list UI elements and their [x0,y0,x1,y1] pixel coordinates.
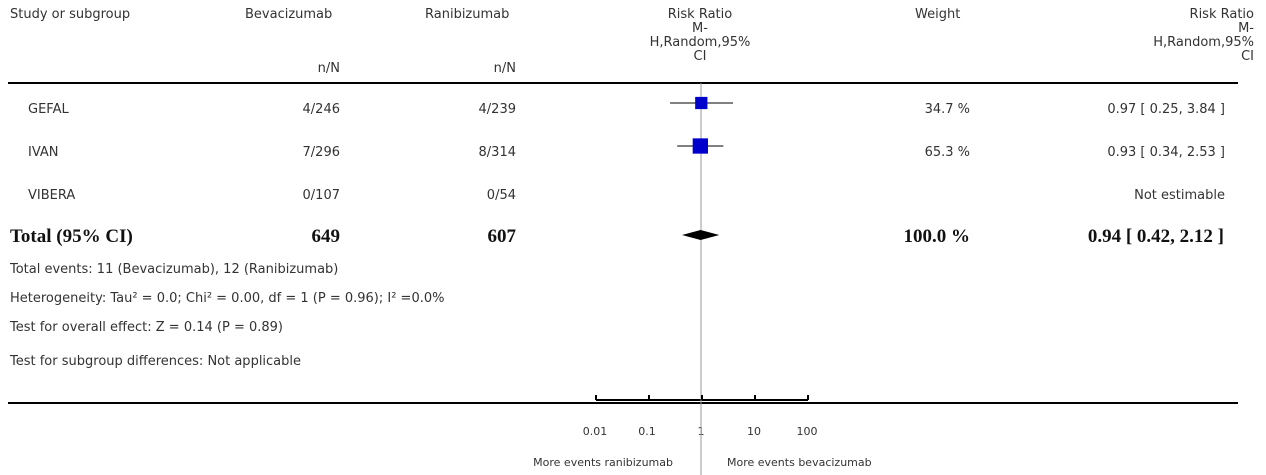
point-marker-ivan [692,138,708,154]
header-nN-bevacizumab: n/N [317,61,340,76]
footnote-overall-effect: Test for overall effect: Z = 0.14 (P = 0… [10,320,283,335]
total-g2: 607 [487,226,517,247]
header-nN-ranibizumab: n/N [493,61,516,76]
study-g1-ivan: 7/296 [302,145,340,160]
study-g1-vibera: 0/107 [302,188,340,203]
header-weight: Weight [915,7,961,22]
footnote-heterogeneity: Heterogeneity: Tau² = 0.0; Chi² = 0.00, … [10,291,445,306]
header-plot-line1: Risk Ratio [667,7,733,22]
header-rr-line4: CI [1241,49,1254,64]
total-rr: 0.94 [ 0.42, 2.12 ] [1087,226,1224,247]
header-rr-line2: M- [1238,21,1254,36]
header-plot-col: Risk Ratio M- H,Random,95% CI [630,8,770,64]
summary-diamond [682,230,720,240]
study-g2-vibera: 0/54 [486,188,516,203]
study-rr-vibera: Not estimable [1134,188,1225,203]
axis-left-label: More events ranibizumab [533,456,673,469]
study-weight-ivan: 65.3 % [924,145,970,160]
header-plot-line2: M- [692,21,708,36]
axis-right-label: More events bevacizumab [727,456,872,469]
footnote-events: Total events: 11 (Bevacizumab), 12 (Rani… [10,262,339,277]
header-rr-col: Risk Ratio M- H,Random,95% CI [1090,8,1254,64]
header-plot-line4: CI [693,49,707,64]
total-label: Total (95% CI) [10,226,133,247]
total-g1: 649 [311,226,341,247]
header-ranibizumab: Ranibizumab [425,7,510,22]
axis-tick-label-10: 10 [747,425,761,438]
header-rr-line1: Risk Ratio [1189,7,1254,22]
header-study: Study or subgroup [10,7,131,22]
header-rr-line3: H,Random,95% [1153,35,1254,50]
study-weight-gefal: 34.7 % [924,102,970,117]
point-marker-gefal [695,96,708,110]
study-name-vibera: VIBERA [28,188,76,203]
study-rr-ivan: 0.93 [ 0.34, 2.53 ] [1107,145,1225,160]
header-bevacizumab: Bevacizumab [245,7,333,22]
study-name-gefal: GEFAL [28,102,69,117]
study-rr-gefal: 0.97 [ 0.25, 3.84 ] [1107,102,1225,117]
axis-tick-label-0.01: 0.01 [582,425,608,438]
study-g2-gefal: 4/239 [478,102,516,117]
study-name-ivan: IVAN [28,145,59,160]
header-plot-line3: H,Random,95% [649,35,751,50]
study-g2-ivan: 8/314 [478,145,516,160]
study-g1-gefal: 4/246 [302,102,340,117]
axis-tick-label-0.1: 0.1 [638,425,656,438]
axis-tick-label-100: 100 [796,425,818,438]
total-weight: 100.0 % [903,226,971,247]
footnote-subgroup: Test for subgroup differences: Not appli… [10,354,302,369]
